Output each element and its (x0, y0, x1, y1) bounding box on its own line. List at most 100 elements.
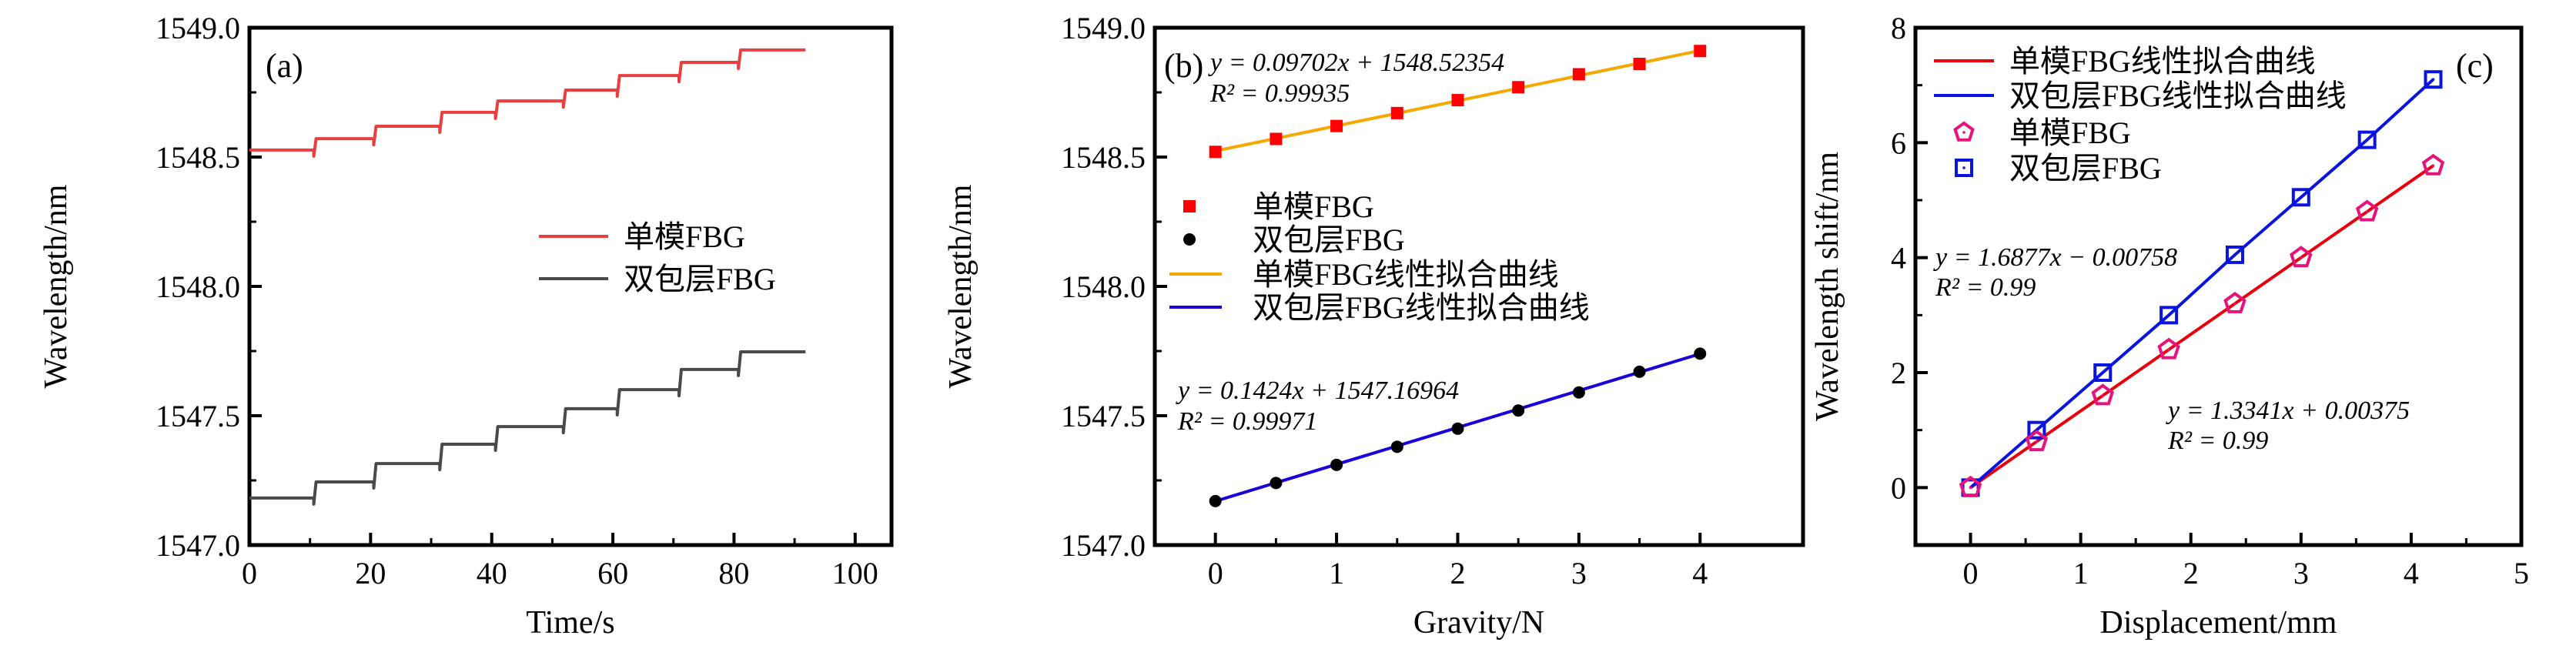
data-point (1633, 58, 1646, 71)
y-axis-label: Wavelength shift/nm (1810, 152, 1845, 421)
data-point (1209, 146, 1222, 159)
marker-dot (2101, 394, 2105, 397)
data-point (2357, 130, 2377, 149)
y-tick-label: 1549.0 (1061, 11, 1146, 45)
legend-label: 双包层FBG (1253, 222, 1405, 257)
y-tick-label: 1548.5 (1061, 140, 1146, 175)
y-tick-label: 1548.0 (1061, 269, 1146, 304)
panel-2: 0 1 2 3 4 5 0 2 4 6 8 Displacement/mm Wavelength shi… (1810, 11, 2529, 641)
data-point (2355, 199, 2379, 222)
marker-dot (2167, 348, 2170, 351)
y-tick-label: 1548.0 (156, 269, 240, 304)
panel-label: (b) (1164, 47, 1203, 85)
marker-dot (1962, 131, 1965, 134)
x-axis-label: Displacement/mm (2100, 605, 2337, 641)
fit-equation: y = 0.09702x + 1548.52354 (1208, 49, 1504, 77)
legend-label: 双包层FBG (2009, 151, 2162, 186)
data-point (1694, 347, 1707, 360)
data-point (1390, 106, 1403, 119)
y-tick-label: 1547.0 (1061, 528, 1146, 563)
data-point (2091, 383, 2114, 406)
fit-equation: y = 1.6877x − 0.00758 (1933, 243, 2177, 272)
y-axis-label: Wavelength/nm (943, 184, 979, 388)
x-tick-label: 60 (597, 556, 628, 590)
legend-marker (1183, 233, 1196, 246)
x-tick-label: 5 (2514, 556, 2529, 590)
x-tick-label: 0 (242, 556, 257, 590)
marker-dot (2365, 138, 2369, 142)
fit-line-2 (1969, 78, 2434, 489)
marker-dot (2300, 256, 2303, 259)
x-axis-label: Gravity/N (1413, 605, 1544, 641)
fit-r2: R² = 0.99935 (1209, 79, 1350, 108)
marker-dot (1962, 166, 1965, 169)
data-point (2225, 245, 2244, 264)
fit-line-1 (1969, 164, 2434, 489)
plot-frame (1913, 25, 2524, 547)
data-point (2159, 306, 2179, 325)
y-tick-label: 6 (1891, 125, 1906, 160)
y-axis-label: Wavelength/nm (38, 184, 74, 388)
marker-dot (2233, 253, 2236, 256)
x-tick-label: 1 (1329, 556, 1344, 590)
data-point (1330, 458, 1343, 471)
x-tick-label: 40 (477, 556, 507, 590)
y-tick-label: 1547.5 (156, 399, 240, 433)
fit-r2: R² = 0.99971 (1177, 407, 1317, 436)
panel-label: (c) (2456, 47, 2494, 85)
legend-marker (1955, 159, 1973, 177)
y-tick-label: 2 (1891, 356, 1906, 390)
data-point (1633, 365, 1646, 378)
data-point (2093, 363, 2113, 382)
data-point (2291, 188, 2310, 207)
y-tick-label: 1548.5 (156, 140, 240, 175)
legend-marker (1953, 121, 1975, 142)
legend-label: 单模FBG线性拟合曲线 (2009, 44, 2316, 79)
data-point (1451, 94, 1464, 107)
x-tick-label: 80 (718, 556, 749, 590)
x-tick-label: 20 (355, 556, 386, 590)
fit-equation: y = 0.1424x + 1547.16964 (1176, 376, 1459, 405)
x-tick-label: 0 (1208, 556, 1223, 590)
marker-dot (2101, 371, 2105, 374)
legend-label: 单模FBG (2009, 115, 2131, 150)
marker-dot (2431, 164, 2435, 167)
data-point (2027, 420, 2046, 440)
x-tick-label: 4 (1692, 556, 1708, 590)
y-tick-label: 1549.0 (156, 11, 240, 45)
legend-label: 双包层FBG (624, 262, 776, 296)
legend-label: 双包层FBG线性拟合曲线 (1253, 290, 1590, 325)
data-point (1572, 68, 1585, 81)
y-tick-label: 1547.0 (156, 528, 240, 563)
y-tick-label: 4 (1891, 241, 1906, 276)
panel-label: (a) (266, 47, 303, 85)
data-point (2421, 153, 2445, 176)
x-tick-label: 2 (2183, 556, 2199, 590)
data-point (2424, 70, 2443, 89)
y-tick-label: 8 (1891, 11, 1906, 45)
marker-dot (2167, 313, 2170, 317)
legend-marker (1183, 200, 1196, 212)
marker-dot (2233, 302, 2236, 306)
marker-dot (2365, 210, 2369, 213)
data-point (1270, 132, 1283, 146)
marker-dot (2431, 78, 2435, 81)
x-tick-label: 3 (1571, 556, 1587, 590)
x-tick-label: 4 (2404, 556, 2419, 590)
x-tick-label: 100 (832, 556, 878, 590)
data-point (2290, 246, 2313, 268)
series-line-1 (249, 48, 806, 158)
data-point (1451, 422, 1464, 435)
marker-dot (2300, 196, 2303, 199)
legend-label: 单模FBG线性拟合曲线 (1253, 257, 1559, 292)
fit-equation: y = 1.3341x + 0.00375 (2166, 396, 2410, 425)
legend-label: 单模FBG (1253, 189, 1374, 224)
marker-dot (2035, 440, 2039, 443)
data-point (1209, 494, 1222, 507)
data-point (1694, 45, 1707, 58)
legend-label: 单模FBG (624, 219, 745, 254)
fit-r2: R² = 0.99 (2167, 427, 2268, 455)
data-point (1390, 440, 1403, 453)
data-point (1959, 475, 1982, 497)
